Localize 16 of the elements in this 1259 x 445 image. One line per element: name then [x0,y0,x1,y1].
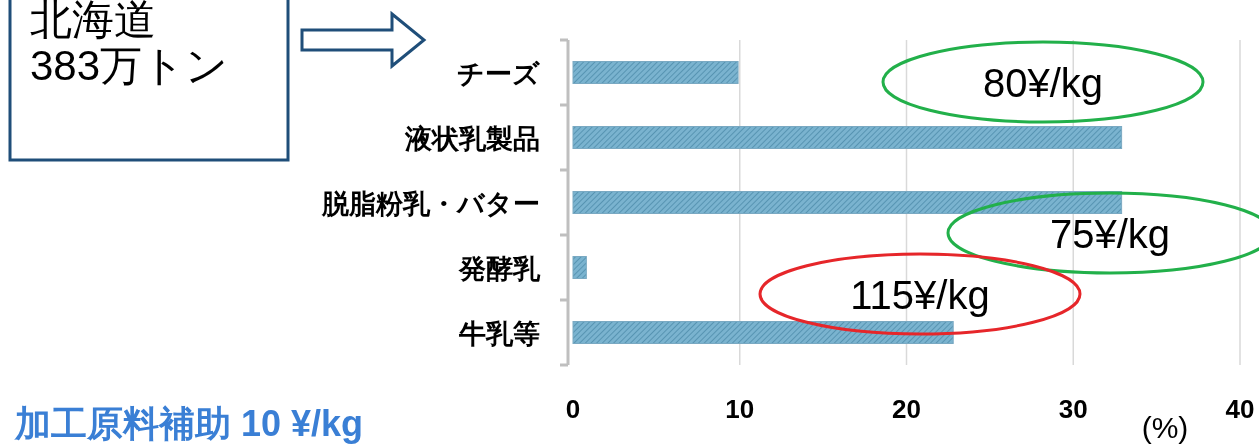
x-tick-label: 10 [725,394,755,424]
y-tick-label: 脱脂粉乳・バター [321,188,540,219]
x-tick-label: 40 [1225,394,1255,424]
x-axis-title: (%) [1141,411,1189,444]
text: 北海道 383万トン [30,0,229,89]
text: 加工原料補助 10 ¥/kg [14,403,364,444]
y-tick-label: チーズ [457,58,541,89]
annotation: 75¥/kg [1049,212,1171,256]
annotation: 115¥/kg [850,273,990,317]
annotation: 80¥/kg [982,61,1104,105]
x-tick-label: 30 [1058,394,1088,424]
y-tick-label: 発酵乳 [458,253,541,284]
y-tick-label: 液状乳製品 [404,123,540,154]
x-tick-label: 0 [565,394,581,424]
x-tick-label: 20 [892,394,921,424]
y-tick-label: 牛乳等 [458,318,540,349]
